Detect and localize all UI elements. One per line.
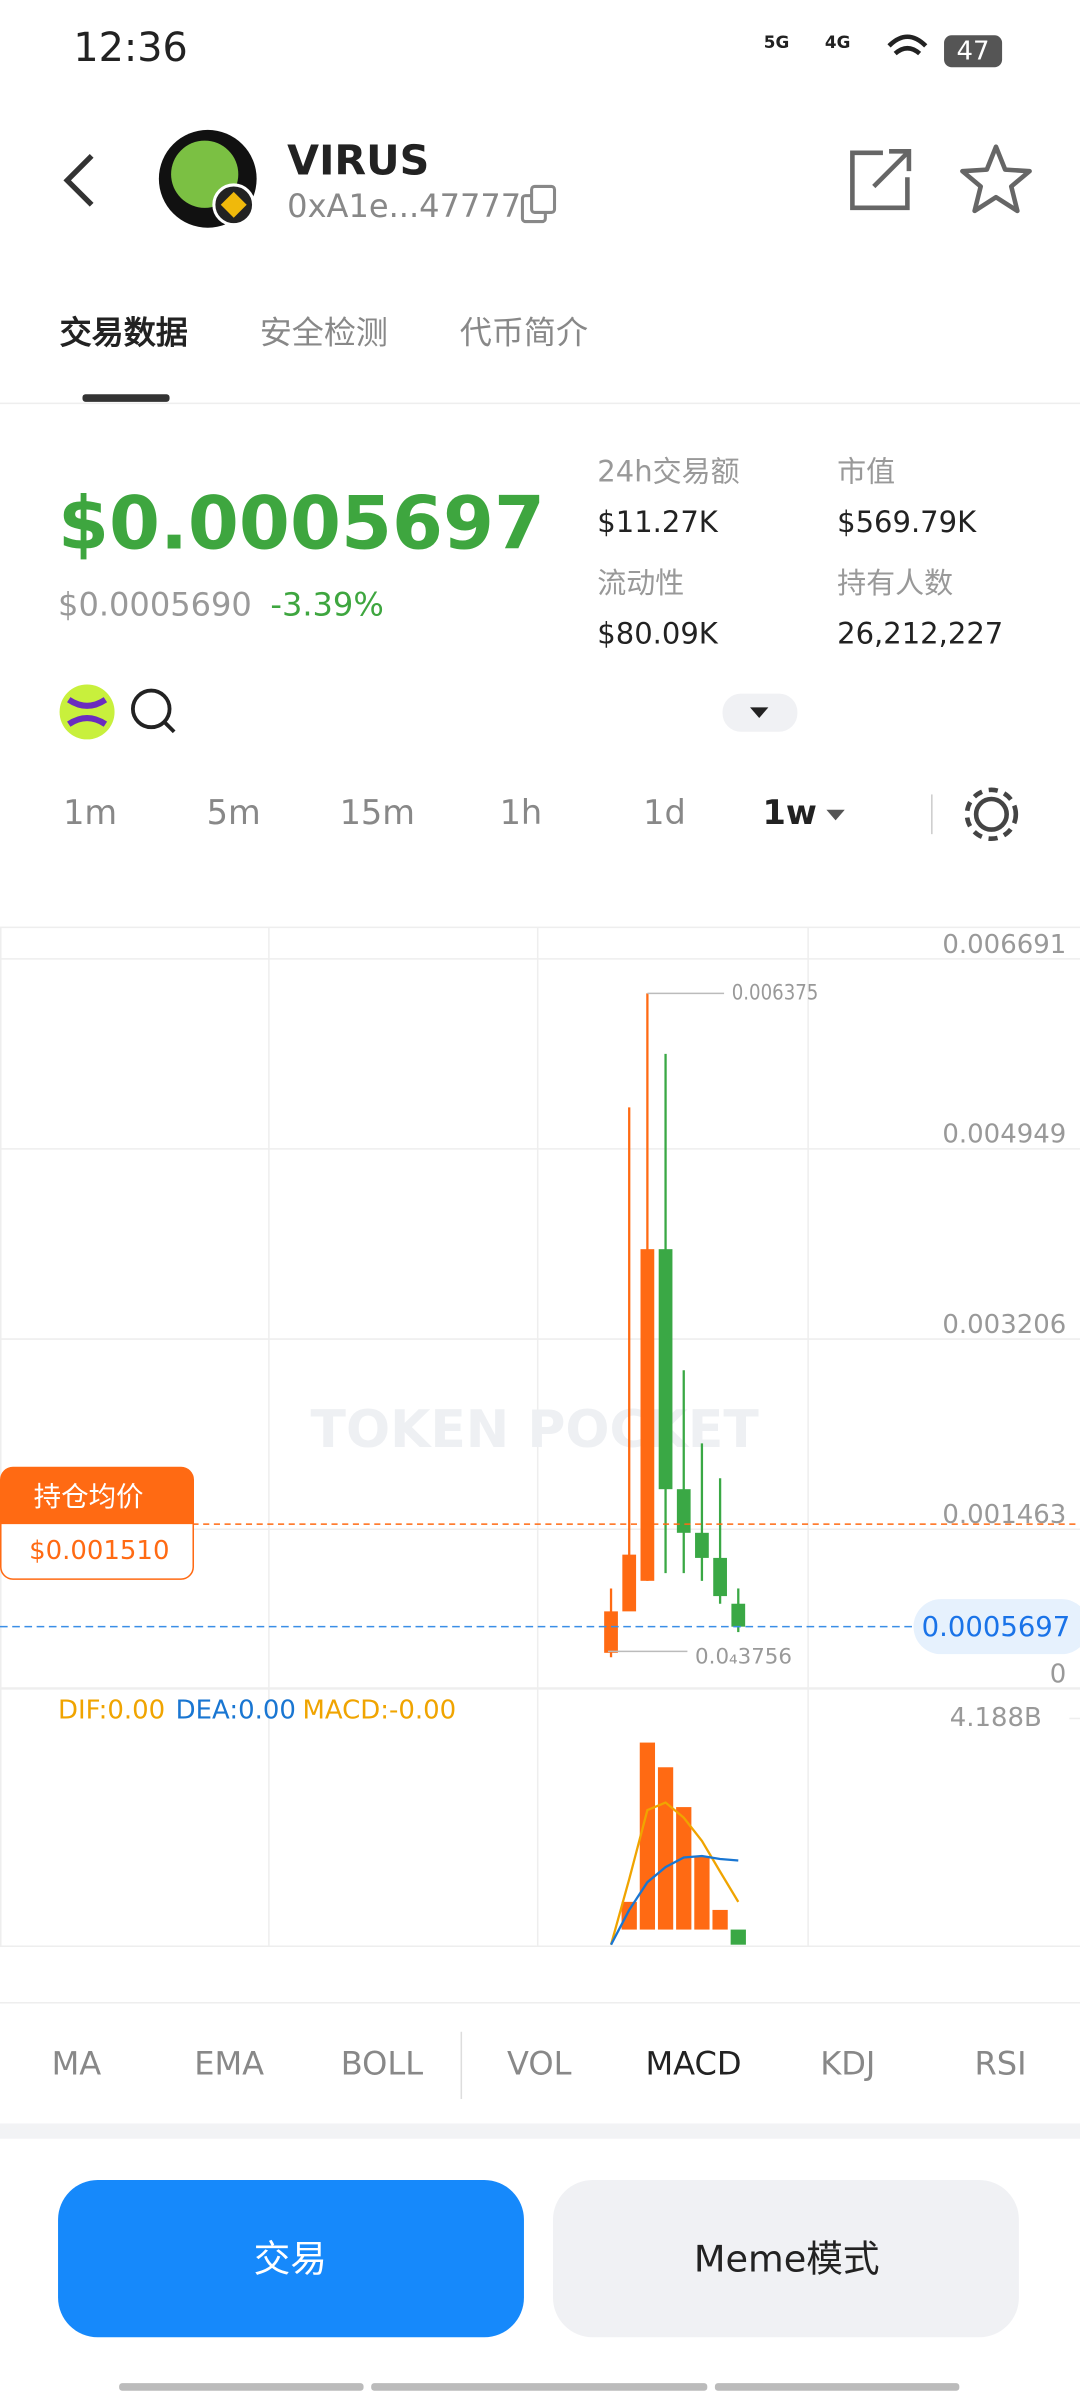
legend-entry: MACD:-0.00 — [302, 1695, 456, 1725]
candle-body — [658, 1249, 673, 1490]
interval[interactable]: 5m — [207, 793, 261, 832]
stat-value: $569.79K — [837, 505, 977, 539]
stat-value: 26,212,227 — [837, 617, 1003, 651]
wifi-icon — [887, 34, 928, 56]
network: 5G — [764, 32, 789, 52]
candle-body — [731, 1603, 746, 1627]
trade-button-label[interactable]: 交易 — [254, 2237, 327, 2280]
y-tick-label: 0.001463 — [942, 1500, 1066, 1530]
meme-button[interactable] — [552, 2179, 1019, 2338]
indicator-tab[interactable]: VOL — [507, 2044, 572, 2082]
stat-label: 流动性 — [597, 566, 684, 600]
trade-button[interactable] — [58, 2179, 524, 2338]
price-sub: $0.0005690 — [58, 586, 252, 624]
legend-entry: DIF:0.00 — [58, 1695, 165, 1725]
token-name: VIRUS — [287, 137, 429, 185]
candle-body — [676, 1489, 691, 1533]
y-tick-label: 0.006691 — [942, 930, 1066, 960]
indicator-tab[interactable]: MACD — [645, 2044, 741, 2082]
candle-body — [622, 1554, 637, 1612]
indicator-tab[interactable]: EMA — [194, 2044, 264, 2082]
watermark: TOKEN POCKET — [311, 1400, 760, 1460]
y-tick-label: 0.003206 — [942, 1310, 1066, 1340]
tab[interactable]: 交易数据 — [60, 314, 188, 352]
app-icon[interactable] — [67, 697, 108, 727]
tab[interactable]: 代币简介 — [460, 314, 588, 352]
legend-entry: DEA:0.00 — [176, 1695, 296, 1725]
meme-button-label[interactable]: Meme模式 — [694, 2237, 880, 2280]
y-tick-label: 4.188B — [950, 1703, 1042, 1733]
candle-body — [640, 1249, 655, 1581]
indicator-tab[interactable]: KDJ — [820, 2044, 875, 2082]
copy-button[interactable] — [530, 184, 557, 214]
avg-cost-badge — [0, 1467, 194, 1525]
battery-level: 47 — [957, 37, 990, 67]
battery — [944, 35, 1003, 68]
interval[interactable]: 1d — [643, 793, 686, 832]
price-change: -3.39% — [270, 586, 383, 624]
candle-body — [695, 1532, 709, 1558]
interval[interactable]: 15m — [340, 793, 415, 832]
stat-value: $80.09K — [597, 617, 719, 651]
last-price-label: 0.0005697 — [922, 1611, 1071, 1643]
macd-bar — [694, 1855, 710, 1930]
interval[interactable]: 1m — [63, 793, 117, 832]
macd-bar — [676, 1807, 692, 1930]
settings-button[interactable] — [964, 787, 1019, 842]
expand-button[interactable] — [750, 707, 769, 719]
macd-bar — [621, 1901, 637, 1930]
stat-label: 持有人数 — [837, 566, 953, 600]
clock: 12:36 — [73, 25, 187, 71]
settings-button[interactable] — [973, 796, 1009, 832]
macd-line — [609, 1801, 740, 1946]
nav-bar — [714, 2383, 960, 2391]
stat-label: 24h交易额 — [597, 455, 739, 489]
favorite-button[interactable] — [960, 144, 1032, 214]
interval[interactable]: 1h — [500, 793, 543, 832]
app-icon[interactable] — [59, 684, 115, 740]
stat-label: 市值 — [837, 455, 895, 489]
tab-indicator — [82, 394, 170, 402]
tab[interactable]: 安全检测 — [260, 314, 388, 352]
avg-cost-title: 持仓均价 — [34, 1481, 144, 1513]
search-button[interactable] — [130, 688, 172, 730]
avg-cost-label: $0.001510 — [29, 1536, 169, 1566]
network: 4G — [825, 32, 850, 52]
price: $0.0005697 — [58, 482, 545, 567]
indicator-tab[interactable]: BOLL — [341, 2044, 424, 2082]
annotation: 0.006375 — [732, 980, 819, 1005]
token-address: 0xA1e...47777 — [287, 187, 521, 225]
y-tick-label: 0 — [1050, 1660, 1067, 1690]
candle-body — [604, 1611, 618, 1653]
macd-bar — [712, 1909, 728, 1930]
search-button[interactable] — [163, 721, 176, 734]
nav-bar — [371, 2383, 708, 2391]
annotation: 0.0₄3756 — [695, 1645, 792, 1670]
last-price-badge — [913, 1599, 1080, 1655]
macd-bar — [657, 1767, 674, 1930]
candle-body — [713, 1557, 727, 1597]
divider — [0, 2123, 1080, 2139]
y-tick-label: 0.004949 — [942, 1120, 1066, 1150]
interval-dropdown[interactable] — [826, 809, 845, 821]
indicator-tab[interactable]: RSI — [975, 2044, 1027, 2082]
macd-line — [610, 1854, 739, 1946]
nav-bar — [119, 2383, 364, 2391]
indicator-tab[interactable]: MA — [52, 2044, 102, 2082]
back-button[interactable] — [63, 154, 94, 207]
stat-value: $11.27K — [597, 505, 719, 539]
macd-bar — [639, 1742, 656, 1930]
interval[interactable]: 1w — [763, 793, 817, 832]
share-button[interactable] — [850, 149, 912, 211]
macd-bar — [730, 1929, 746, 1945]
